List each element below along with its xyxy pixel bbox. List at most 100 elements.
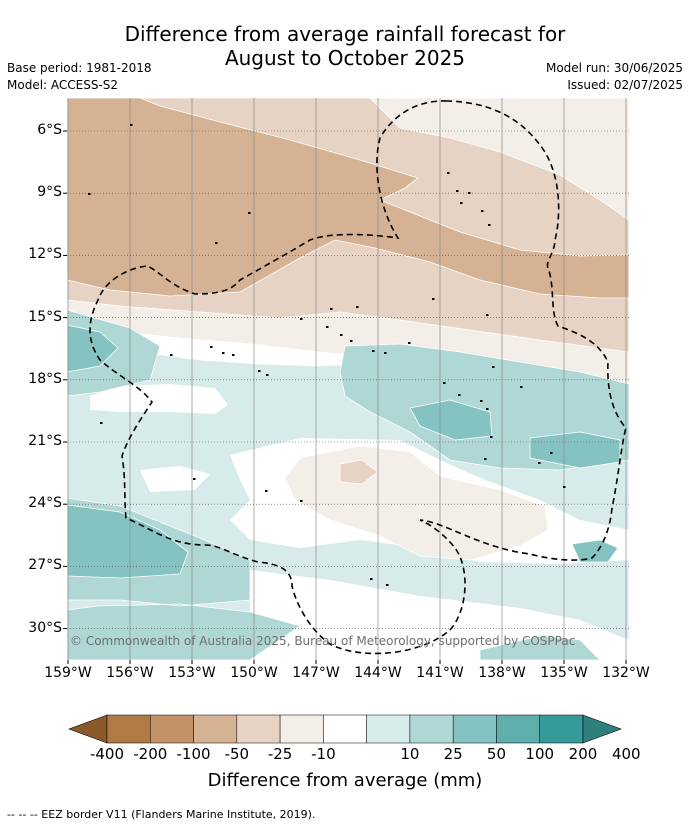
island-marker [210, 346, 213, 348]
colorbar [68, 714, 622, 744]
lon-label: 147°W [292, 665, 340, 681]
meta-left: Base period: 1981-2018 Model: ACCESS-S2 [7, 60, 152, 94]
island-marker [490, 436, 493, 438]
colorbar-title: Difference from average (mm) [207, 770, 483, 791]
island-marker [480, 400, 483, 402]
lat-label: 24°S [28, 495, 62, 512]
model-name: Model: ACCESS-S2 [7, 78, 119, 92]
colorbar-segment [279, 714, 324, 744]
island-marker [215, 242, 218, 244]
lat-label: 9°S [37, 184, 62, 201]
island-marker [408, 342, 411, 344]
lat-label: 30°S [28, 619, 62, 636]
lat-label: 6°S [37, 122, 62, 138]
colorbar-segment [236, 714, 281, 744]
island-marker [265, 490, 268, 492]
lat-label: 15°S [28, 308, 62, 325]
colorbar-segment [496, 714, 540, 744]
colorbar-extend-low [68, 714, 108, 744]
island-marker [340, 334, 343, 336]
lon-label: 132°W [602, 665, 650, 681]
neutral-zone-3 [140, 466, 210, 492]
dry-contour-50-south [339, 459, 379, 485]
colorbar-tick-label: -400 [89, 745, 125, 763]
island-marker [222, 352, 225, 354]
island-marker [492, 366, 495, 368]
island-marker [300, 500, 303, 502]
axis-ticks [63, 130, 627, 664]
colorbar-segment [452, 714, 497, 744]
island-marker [300, 318, 303, 320]
island-marker [386, 584, 389, 586]
island-marker [481, 210, 484, 212]
lon-label: 153°W [168, 665, 216, 681]
island-marker [486, 314, 489, 316]
lat-label: 21°S [28, 433, 62, 449]
island-marker [232, 354, 235, 356]
colorbar-segment [323, 714, 367, 744]
island-marker [538, 462, 541, 464]
island-marker [520, 386, 523, 388]
island-marker [88, 193, 91, 195]
colorbar-tick-label: -100 [176, 745, 211, 763]
wet-contour-50 [67, 309, 629, 660]
colorbar-segment [366, 714, 411, 744]
island-marker [468, 192, 471, 194]
island-marker [488, 224, 491, 226]
colorbar-segment [409, 714, 454, 744]
colorbar-tick-label: -200 [133, 745, 168, 763]
island-marker [384, 352, 387, 354]
colorbar-segment [106, 714, 151, 744]
colorbar-segment [193, 714, 238, 744]
island-marker [372, 350, 375, 352]
island-marker [370, 578, 373, 580]
colorbar-tick-label: 200 [568, 745, 598, 763]
lon-label: 135°W [540, 665, 588, 681]
lon-label: 156°W [106, 665, 154, 681]
island-markers [88, 124, 566, 586]
title-line-1: Difference from average rainfall forecas… [124, 22, 566, 46]
island-marker [486, 408, 489, 410]
island-marker [130, 124, 133, 126]
colorbar-tick-label: 50 [486, 745, 506, 763]
colorbar-tick-label: -25 [267, 745, 293, 763]
colorbar-tick-label: 100 [525, 745, 555, 763]
colorbar-segment [539, 714, 584, 744]
island-marker [460, 202, 463, 204]
copyright-notice: © Commonwealth of Australia 2025, Bureau… [70, 634, 576, 648]
island-marker [447, 172, 450, 174]
lon-label: 144°W [354, 665, 402, 681]
lat-label: 27°S [28, 557, 62, 574]
island-marker [258, 370, 261, 372]
lon-label: 159°W [44, 665, 92, 681]
island-marker [330, 308, 333, 310]
island-marker [356, 306, 359, 308]
map-area [67, 98, 629, 660]
island-marker [350, 340, 353, 342]
eez-legend-note: -- -- -- EEZ border V11 (Flanders Marine… [7, 808, 316, 821]
colorbar-segment [150, 714, 194, 744]
island-marker [100, 422, 103, 424]
island-marker [170, 354, 173, 356]
title-line-2: August to October 2025 [224, 46, 466, 70]
lon-label: 141°W [416, 665, 464, 681]
colorbar-tick-label: 25 [443, 745, 463, 763]
island-marker [456, 190, 459, 192]
lat-label: 18°S [28, 370, 62, 387]
colorbar-tick-label: -10 [311, 745, 336, 763]
island-marker [266, 374, 269, 376]
meta-right: Model run: 30/06/2025 Issued: 02/07/2025 [546, 60, 683, 94]
island-marker [443, 382, 446, 384]
eez-border [89, 100, 627, 655]
island-marker [326, 326, 329, 328]
dry-contour-100 [67, 98, 629, 299]
island-marker [484, 458, 487, 460]
island-marker [248, 212, 251, 214]
island-marker [550, 452, 553, 454]
colorbar-extend-high [582, 714, 622, 744]
island-marker [432, 298, 435, 300]
island-marker [563, 486, 566, 488]
issued-date: Issued: 02/07/2025 [567, 78, 683, 92]
colorbar-tick-label: -50 [224, 745, 250, 763]
